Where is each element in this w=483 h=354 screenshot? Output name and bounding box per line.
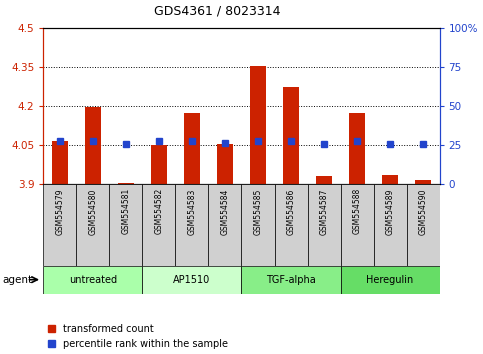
Legend: transformed count, percentile rank within the sample: transformed count, percentile rank withi… — [48, 324, 228, 349]
Text: GSM554582: GSM554582 — [155, 188, 163, 234]
Bar — [110, 184, 142, 266]
Bar — [242, 266, 341, 294]
Bar — [382, 175, 398, 184]
Bar — [52, 141, 68, 184]
Text: GSM554585: GSM554585 — [254, 188, 262, 235]
Text: GSM554580: GSM554580 — [88, 188, 98, 235]
Bar — [373, 184, 407, 266]
Text: GSM554590: GSM554590 — [419, 188, 427, 235]
Bar — [308, 184, 341, 266]
Bar — [274, 184, 308, 266]
Bar — [341, 266, 440, 294]
Text: GSM554579: GSM554579 — [56, 188, 64, 235]
Bar — [142, 184, 175, 266]
Text: GSM554584: GSM554584 — [221, 188, 229, 235]
Text: GDS4361 / 8023314: GDS4361 / 8023314 — [155, 5, 281, 18]
Bar — [142, 266, 242, 294]
Text: Heregulin: Heregulin — [367, 275, 413, 285]
Bar — [118, 183, 134, 184]
Text: GSM554586: GSM554586 — [286, 188, 296, 235]
Bar — [349, 113, 365, 184]
Text: GSM554589: GSM554589 — [385, 188, 395, 235]
Bar — [175, 184, 209, 266]
Text: TGF-alpha: TGF-alpha — [266, 275, 316, 285]
Bar — [43, 184, 76, 266]
Text: GSM554588: GSM554588 — [353, 188, 361, 234]
Bar — [341, 184, 373, 266]
Bar — [43, 266, 142, 294]
Text: GSM554581: GSM554581 — [122, 188, 130, 234]
Bar — [209, 184, 242, 266]
Bar — [151, 145, 167, 184]
Text: GSM554583: GSM554583 — [187, 188, 197, 235]
Bar — [415, 180, 431, 184]
Bar — [76, 184, 110, 266]
Bar — [85, 108, 101, 184]
Text: AP1510: AP1510 — [173, 275, 211, 285]
Text: agent: agent — [2, 275, 32, 285]
Bar — [407, 184, 440, 266]
Text: GSM554587: GSM554587 — [320, 188, 328, 235]
Bar — [242, 184, 274, 266]
Text: untreated: untreated — [69, 275, 117, 285]
Bar — [184, 113, 200, 184]
Bar — [217, 144, 233, 184]
Bar — [316, 176, 332, 184]
Bar — [250, 66, 266, 184]
Bar — [283, 87, 299, 184]
